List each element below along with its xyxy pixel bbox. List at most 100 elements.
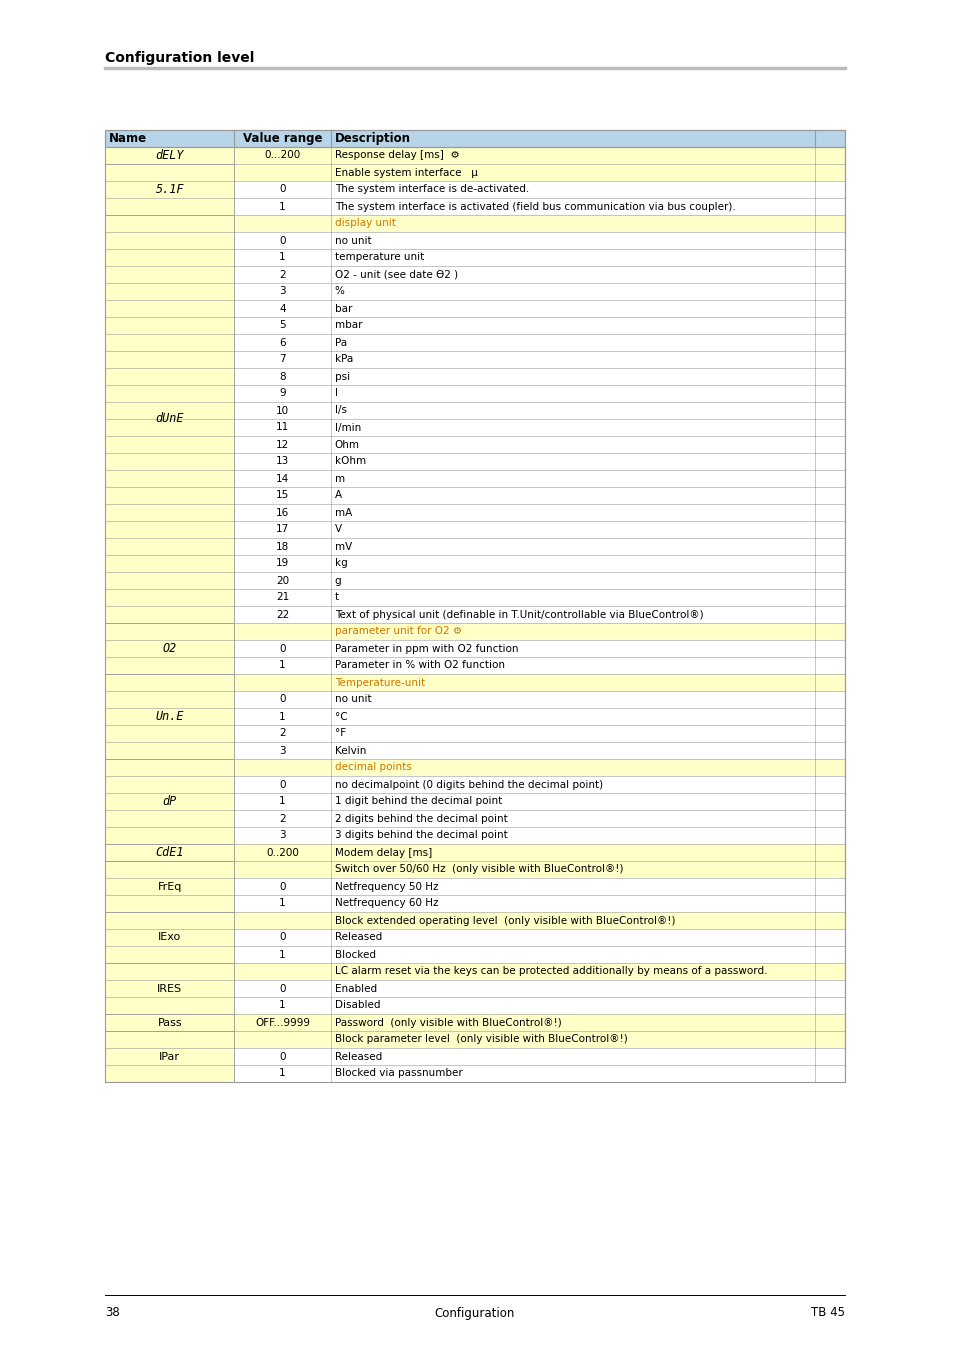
Bar <box>105 844 234 861</box>
Bar <box>234 725 844 743</box>
Text: Configuration level: Configuration level <box>105 51 254 65</box>
Bar <box>234 776 844 792</box>
Text: Released: Released <box>335 1052 381 1061</box>
Text: 11: 11 <box>275 423 289 432</box>
Text: l/s: l/s <box>335 405 346 416</box>
Bar <box>234 163 844 181</box>
Text: Released: Released <box>335 933 381 942</box>
Bar <box>234 232 844 248</box>
Bar <box>234 215 844 232</box>
Bar <box>234 640 844 657</box>
Bar <box>234 589 844 606</box>
Bar <box>105 674 234 759</box>
Bar <box>234 198 844 215</box>
Text: Netfrequency 50 Hz: Netfrequency 50 Hz <box>335 882 437 891</box>
Text: l/min: l/min <box>335 423 360 432</box>
Text: 1: 1 <box>279 201 286 212</box>
Text: %: % <box>335 286 344 297</box>
Text: 9: 9 <box>279 389 286 398</box>
Text: 0..200: 0..200 <box>266 848 298 857</box>
Bar <box>234 946 844 963</box>
Bar <box>234 147 844 163</box>
Text: 1: 1 <box>279 711 286 721</box>
Text: Pass: Pass <box>157 1018 182 1027</box>
Text: psi: psi <box>335 371 350 382</box>
Text: 1: 1 <box>279 1068 286 1079</box>
Bar <box>234 606 844 622</box>
Text: Temperature-unit: Temperature-unit <box>335 678 424 687</box>
Text: 0: 0 <box>279 694 286 705</box>
Text: 0: 0 <box>279 779 286 790</box>
Bar <box>105 163 234 215</box>
Text: 22: 22 <box>275 609 289 620</box>
Bar <box>234 963 844 980</box>
Text: V: V <box>335 525 341 535</box>
Text: 19: 19 <box>275 559 289 568</box>
Bar <box>234 844 844 861</box>
Bar <box>105 147 234 163</box>
Text: CdE1: CdE1 <box>155 846 184 859</box>
Text: kPa: kPa <box>335 355 353 364</box>
Bar <box>234 248 844 266</box>
Bar <box>234 504 844 521</box>
Text: 6: 6 <box>279 338 286 347</box>
Text: Text of physical unit (definable in T.Unit/controllable via BlueControl®): Text of physical unit (definable in T.Un… <box>335 609 702 620</box>
Bar <box>234 828 844 844</box>
Text: 8: 8 <box>279 371 286 382</box>
Bar <box>105 622 234 674</box>
Bar <box>234 333 844 351</box>
Text: FrEq: FrEq <box>157 882 182 891</box>
Text: kOhm: kOhm <box>335 456 365 467</box>
Bar <box>234 300 844 317</box>
Bar <box>234 317 844 333</box>
Text: Kelvin: Kelvin <box>335 745 366 756</box>
Text: 7: 7 <box>279 355 286 364</box>
Text: Value range: Value range <box>243 132 322 144</box>
Text: Blocked: Blocked <box>335 949 375 960</box>
Bar <box>234 622 844 640</box>
Bar <box>234 707 844 725</box>
Bar <box>105 963 234 1014</box>
Text: 0: 0 <box>279 1052 286 1061</box>
Bar <box>234 743 844 759</box>
Bar <box>105 913 234 963</box>
Bar <box>234 487 844 504</box>
Text: Blocked via passnumber: Blocked via passnumber <box>335 1068 462 1079</box>
Text: 1: 1 <box>279 1000 286 1011</box>
Bar <box>234 657 844 674</box>
Text: 5: 5 <box>279 320 286 331</box>
Text: 3: 3 <box>279 745 286 756</box>
Bar <box>234 998 844 1014</box>
Text: 1: 1 <box>279 660 286 671</box>
Bar <box>234 284 844 300</box>
Text: IRES: IRES <box>157 984 182 994</box>
Text: parameter unit for O2 ⚙: parameter unit for O2 ⚙ <box>335 626 461 636</box>
Text: no unit: no unit <box>335 235 371 246</box>
Text: The system interface is de-activated.: The system interface is de-activated. <box>335 185 528 194</box>
Bar <box>234 1065 844 1081</box>
Text: 3: 3 <box>279 286 286 297</box>
Text: decimal points: decimal points <box>335 763 411 772</box>
Text: 20: 20 <box>275 575 289 586</box>
Bar <box>234 572 844 589</box>
Text: kg: kg <box>335 559 347 568</box>
Text: IExo: IExo <box>158 933 181 942</box>
Text: Configuration: Configuration <box>435 1307 515 1319</box>
Bar <box>234 895 844 913</box>
Text: 16: 16 <box>275 508 289 517</box>
Text: g: g <box>335 575 341 586</box>
Text: mV: mV <box>335 541 352 552</box>
Bar <box>234 539 844 555</box>
Text: IPar: IPar <box>159 1052 180 1061</box>
Text: 0: 0 <box>279 882 286 891</box>
Bar <box>234 521 844 539</box>
Bar <box>234 555 844 572</box>
Text: A: A <box>335 490 341 501</box>
Text: Disabled: Disabled <box>335 1000 380 1011</box>
Bar <box>105 130 844 147</box>
Text: 4: 4 <box>279 304 286 313</box>
Text: Description: Description <box>335 132 411 144</box>
Bar <box>234 810 844 828</box>
Bar <box>105 759 234 844</box>
Text: mA: mA <box>335 508 352 517</box>
